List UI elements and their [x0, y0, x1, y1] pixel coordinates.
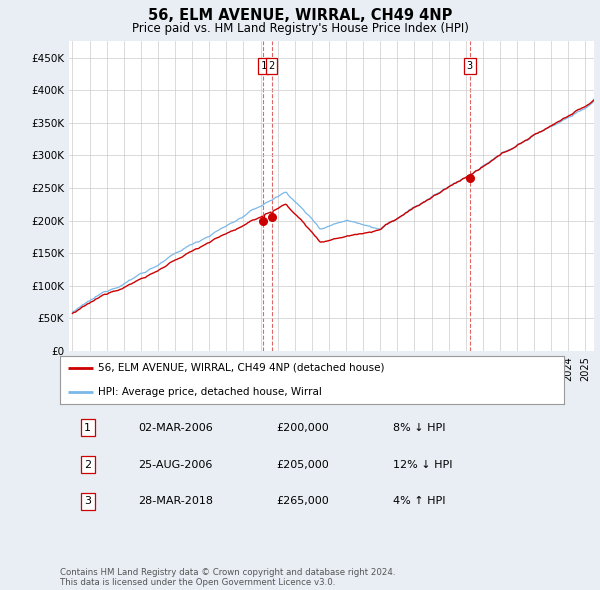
Text: £200,000: £200,000: [277, 423, 329, 433]
Text: 4% ↑ HPI: 4% ↑ HPI: [392, 496, 445, 506]
Text: HPI: Average price, detached house, Wirral: HPI: Average price, detached house, Wirr…: [98, 387, 322, 397]
Text: 02-MAR-2006: 02-MAR-2006: [138, 423, 213, 433]
Text: 3: 3: [84, 496, 91, 506]
Text: 2: 2: [84, 460, 91, 470]
Text: 56, ELM AVENUE, WIRRAL, CH49 4NP (detached house): 56, ELM AVENUE, WIRRAL, CH49 4NP (detach…: [98, 363, 385, 373]
Text: 2: 2: [269, 61, 275, 71]
Text: 25-AUG-2006: 25-AUG-2006: [138, 460, 212, 470]
Text: 56, ELM AVENUE, WIRRAL, CH49 4NP: 56, ELM AVENUE, WIRRAL, CH49 4NP: [148, 8, 452, 22]
Text: Contains HM Land Registry data © Crown copyright and database right 2024.
This d: Contains HM Land Registry data © Crown c…: [60, 568, 395, 587]
Text: £205,000: £205,000: [277, 460, 329, 470]
Text: 1: 1: [260, 61, 266, 71]
Text: 28-MAR-2018: 28-MAR-2018: [138, 496, 213, 506]
Text: 8% ↓ HPI: 8% ↓ HPI: [392, 423, 445, 433]
Text: 1: 1: [84, 423, 91, 433]
Text: 12% ↓ HPI: 12% ↓ HPI: [392, 460, 452, 470]
Text: Price paid vs. HM Land Registry's House Price Index (HPI): Price paid vs. HM Land Registry's House …: [131, 22, 469, 35]
Text: 3: 3: [467, 61, 473, 71]
Text: £265,000: £265,000: [277, 496, 329, 506]
